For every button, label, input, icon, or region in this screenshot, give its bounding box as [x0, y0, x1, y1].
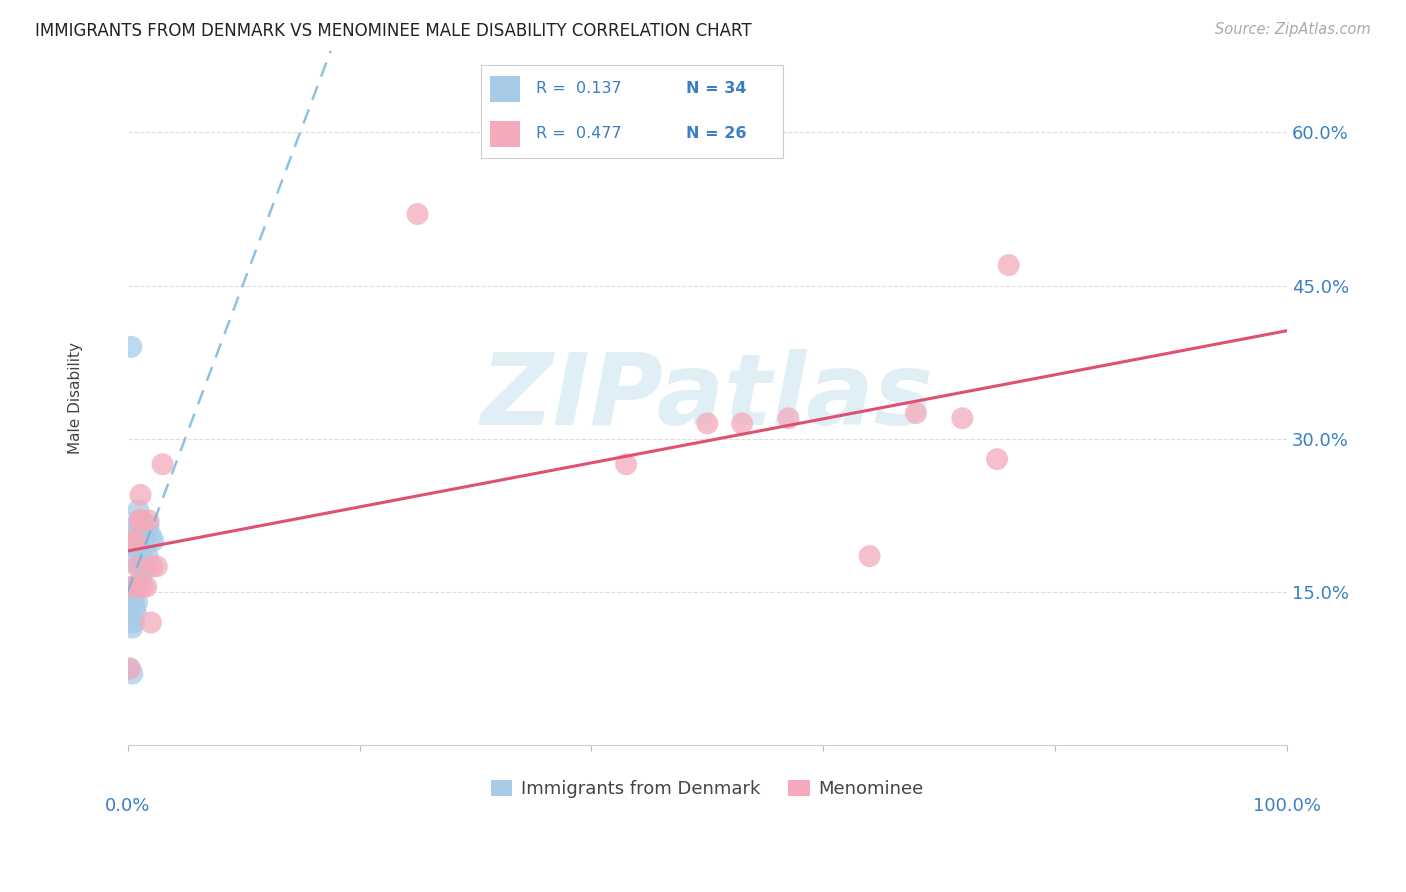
Point	[125, 518, 148, 533]
Point	[132, 559, 155, 574]
Point	[614, 457, 637, 471]
Point	[121, 580, 143, 594]
Point	[778, 411, 800, 425]
Point	[406, 207, 429, 221]
Point	[904, 406, 927, 420]
Point	[124, 580, 146, 594]
Point	[121, 533, 143, 548]
Point	[145, 559, 167, 574]
Point	[118, 661, 141, 675]
Text: ZIPatlas: ZIPatlas	[481, 350, 934, 446]
Point	[120, 605, 142, 619]
Point	[858, 549, 880, 563]
Point	[152, 457, 174, 471]
Point	[129, 488, 152, 502]
Point	[696, 417, 718, 431]
Point	[131, 513, 153, 527]
Point	[997, 258, 1019, 272]
Point	[134, 539, 156, 553]
Point	[127, 503, 149, 517]
Point	[731, 417, 754, 431]
Point	[125, 539, 148, 553]
Point	[136, 549, 159, 563]
Text: IMMIGRANTS FROM DENMARK VS MENOMINEE MALE DISABILITY CORRELATION CHART: IMMIGRANTS FROM DENMARK VS MENOMINEE MAL…	[35, 22, 752, 40]
Point	[120, 554, 142, 568]
Text: Source: ZipAtlas.com: Source: ZipAtlas.com	[1215, 22, 1371, 37]
Point	[128, 513, 150, 527]
Point	[127, 524, 149, 538]
Point	[121, 666, 143, 681]
Point	[135, 580, 157, 594]
Point	[139, 529, 162, 543]
Point	[125, 595, 148, 609]
Point	[120, 340, 142, 354]
Text: 100.0%: 100.0%	[1253, 797, 1320, 815]
Point	[125, 533, 148, 548]
Point	[132, 580, 155, 594]
Point	[139, 615, 162, 630]
Legend: Immigrants from Denmark, Menominee: Immigrants from Denmark, Menominee	[484, 772, 931, 805]
Point	[950, 411, 973, 425]
Point	[125, 580, 148, 594]
Point	[142, 533, 165, 548]
Text: 0.0%: 0.0%	[105, 797, 150, 815]
Point	[132, 539, 155, 553]
Point	[125, 605, 148, 619]
Point	[124, 600, 146, 615]
Point	[141, 559, 163, 574]
Point	[128, 513, 150, 527]
Point	[131, 569, 153, 583]
Point	[125, 559, 148, 574]
Point	[135, 529, 157, 543]
Point	[122, 539, 145, 553]
Point	[121, 580, 143, 594]
Point	[122, 615, 145, 630]
Point	[121, 621, 143, 635]
Text: Male Disability: Male Disability	[67, 342, 83, 454]
Point	[138, 513, 160, 527]
Point	[120, 615, 142, 630]
Point	[120, 539, 142, 553]
Point	[129, 518, 152, 533]
Point	[127, 580, 149, 594]
Point	[128, 559, 150, 574]
Point	[124, 533, 146, 548]
Point	[122, 595, 145, 609]
Point	[138, 518, 160, 533]
Point	[986, 452, 1008, 467]
Point	[120, 661, 142, 675]
